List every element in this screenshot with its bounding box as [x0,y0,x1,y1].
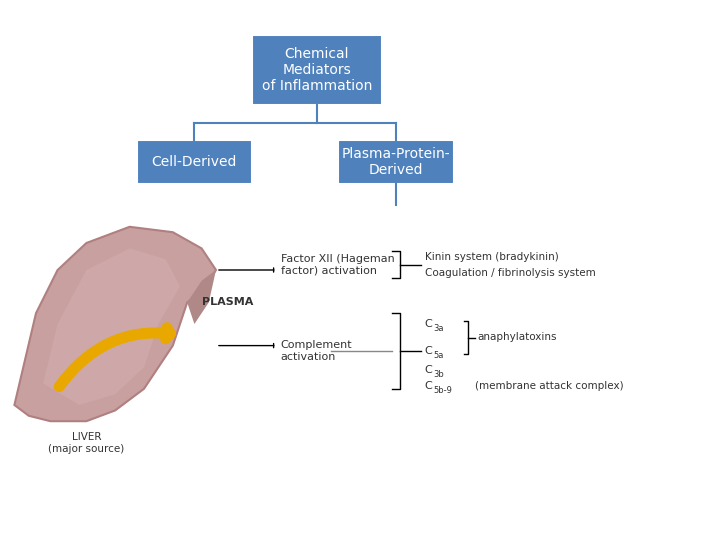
Polygon shape [14,227,216,421]
Text: 5a: 5a [433,351,444,360]
Text: C: C [425,319,433,329]
Text: Factor XII (Hageman
factor) activation: Factor XII (Hageman factor) activation [281,254,395,275]
Text: Plasma-Protein-
Derived: Plasma-Protein- Derived [342,147,450,177]
Text: C: C [425,346,433,356]
Text: Chemical
Mediators
of Inflammation: Chemical Mediators of Inflammation [261,47,372,93]
Text: C: C [425,365,433,375]
Text: C: C [425,381,433,391]
Text: Kinin system (bradykinin): Kinin system (bradykinin) [425,252,559,261]
Text: 3a: 3a [433,324,444,333]
Text: Coagulation / fibrinolysis system: Coagulation / fibrinolysis system [425,268,595,278]
Text: (membrane attack complex): (membrane attack complex) [475,381,624,391]
Text: Complement
activation: Complement activation [281,340,352,362]
FancyBboxPatch shape [252,35,382,105]
Text: 5b-9: 5b-9 [433,386,452,395]
Polygon shape [43,248,180,405]
Text: LIVER
(major source): LIVER (major source) [48,432,125,454]
Text: PLASMA: PLASMA [202,298,253,307]
Text: 3b: 3b [433,370,444,379]
Text: anaphylatoxins: anaphylatoxins [477,333,557,342]
Polygon shape [187,270,216,324]
Text: Cell-Derived: Cell-Derived [152,155,237,169]
FancyBboxPatch shape [137,140,252,184]
FancyBboxPatch shape [338,140,454,184]
